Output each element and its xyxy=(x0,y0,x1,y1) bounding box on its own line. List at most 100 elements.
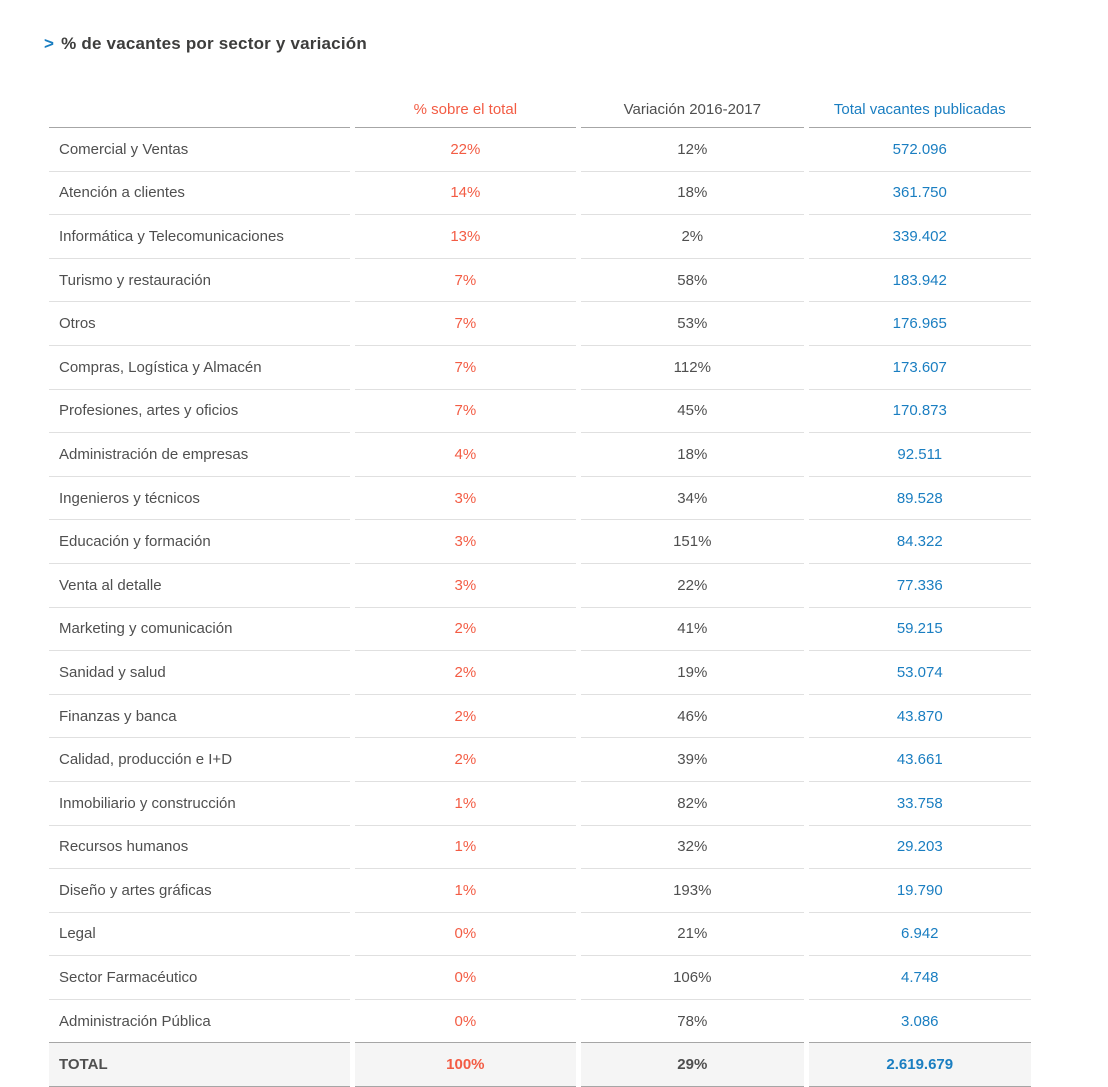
total-vacancies-sum: 2.619.679 xyxy=(808,1043,1031,1087)
total-vacancies-cell: 6.942 xyxy=(808,913,1031,957)
sector-name-cell: Informática y Telecomunicaciones xyxy=(49,215,350,259)
table-row: Otros 7% 53% 176.965 xyxy=(49,302,1031,346)
variation-cell: 45% xyxy=(581,390,804,434)
total-vacancies-cell: 572.096 xyxy=(808,128,1031,172)
total-vacancies-cell: 89.528 xyxy=(808,477,1031,521)
pct-of-total-cell: 4% xyxy=(354,433,577,477)
variation-cell: 106% xyxy=(581,956,804,1000)
sector-name-cell: Diseño y artes gráficas xyxy=(49,869,350,913)
sector-name-cell: Calidad, producción e I+D xyxy=(49,738,350,782)
table-row: Informática y Telecomunicaciones 13% 2% … xyxy=(49,215,1031,259)
total-vacancies-cell: 4.748 xyxy=(808,956,1031,1000)
section-title-text: % de vacantes por sector y variación xyxy=(61,34,367,53)
variation-cell: 21% xyxy=(581,913,804,957)
sector-name-cell: Comercial y Ventas xyxy=(49,128,350,172)
table-row: Calidad, producción e I+D 2% 39% 43.661 xyxy=(49,738,1031,782)
table-row: Atención a clientes 14% 18% 361.750 xyxy=(49,172,1031,216)
pct-of-total-cell: 2% xyxy=(354,651,577,695)
variation-cell: 41% xyxy=(581,608,804,652)
table-header: % sobre el total Variación 2016-2017 Tot… xyxy=(49,94,1031,128)
variation-cell: 82% xyxy=(581,782,804,826)
table-body: Comercial y Ventas 22% 12% 572.096 Atenc… xyxy=(49,128,1031,1044)
variation-cell: 18% xyxy=(581,433,804,477)
sector-name-cell: Profesiones, artes y oficios xyxy=(49,390,350,434)
total-vacancies-cell: 173.607 xyxy=(808,346,1031,390)
variation-cell: 32% xyxy=(581,826,804,870)
pct-of-total-cell: 3% xyxy=(354,520,577,564)
sector-name-cell: Administración de empresas xyxy=(49,433,350,477)
pct-of-total-cell: 0% xyxy=(354,913,577,957)
sector-name-cell: Sector Farmacéutico xyxy=(49,956,350,1000)
sector-name-cell: Educación y formación xyxy=(49,520,350,564)
pct-of-total-cell: 13% xyxy=(354,215,577,259)
table-row: Diseño y artes gráficas 1% 193% 19.790 xyxy=(49,869,1031,913)
pct-of-total-cell: 3% xyxy=(354,477,577,521)
section-title: > % de vacantes por sector y variación xyxy=(44,34,1108,54)
variation-cell: 53% xyxy=(581,302,804,346)
table-row: Turismo y restauración 7% 58% 183.942 xyxy=(49,259,1031,303)
total-vacancies-cell: 43.661 xyxy=(808,738,1031,782)
sector-name-cell: Administración Pública xyxy=(49,1000,350,1044)
total-vacancies-cell: 19.790 xyxy=(808,869,1031,913)
total-vacancies-cell: 339.402 xyxy=(808,215,1031,259)
sector-name-cell: Sanidad y salud xyxy=(49,651,350,695)
table-row: Inmobiliario y construcción 1% 82% 33.75… xyxy=(49,782,1031,826)
total-vacancies-cell: 29.203 xyxy=(808,826,1031,870)
sector-name-cell: Compras, Logística y Almacén xyxy=(49,346,350,390)
table-footer: TOTAL 100% 29% 2.619.679 xyxy=(49,1043,1031,1087)
sector-name-cell: Recursos humanos xyxy=(49,826,350,870)
header-sector xyxy=(49,94,350,128)
table-row: Comercial y Ventas 22% 12% 572.096 xyxy=(49,128,1031,172)
pct-of-total-cell: 14% xyxy=(354,172,577,216)
pct-of-total-cell: 7% xyxy=(354,302,577,346)
sector-name-cell: Inmobiliario y construcción xyxy=(49,782,350,826)
table-row: Sector Farmacéutico 0% 106% 4.748 xyxy=(49,956,1031,1000)
variation-cell: 39% xyxy=(581,738,804,782)
total-vacancies-cell: 43.870 xyxy=(808,695,1031,739)
pct-of-total-cell: 1% xyxy=(354,782,577,826)
header-variation: Variación 2016-2017 xyxy=(581,94,804,128)
total-row: TOTAL 100% 29% 2.619.679 xyxy=(49,1043,1031,1087)
variation-cell: 34% xyxy=(581,477,804,521)
total-vacancies-cell: 3.086 xyxy=(808,1000,1031,1044)
total-vacancies-cell: 59.215 xyxy=(808,608,1031,652)
total-variation: 29% xyxy=(581,1043,804,1087)
variation-cell: 193% xyxy=(581,869,804,913)
pct-of-total-cell: 22% xyxy=(354,128,577,172)
pct-of-total-cell: 0% xyxy=(354,956,577,1000)
variation-cell: 19% xyxy=(581,651,804,695)
total-vacancies-cell: 84.322 xyxy=(808,520,1031,564)
table-row: Compras, Logística y Almacén 7% 112% 173… xyxy=(49,346,1031,390)
pct-of-total-cell: 2% xyxy=(354,695,577,739)
pct-of-total-cell: 3% xyxy=(354,564,577,608)
table-row: Recursos humanos 1% 32% 29.203 xyxy=(49,826,1031,870)
total-vacancies-cell: 361.750 xyxy=(808,172,1031,216)
sector-name-cell: Ingenieros y técnicos xyxy=(49,477,350,521)
variation-cell: 151% xyxy=(581,520,804,564)
variation-cell: 78% xyxy=(581,1000,804,1044)
pct-of-total-cell: 2% xyxy=(354,608,577,652)
total-pct-of-total: 100% xyxy=(354,1043,577,1087)
total-vacancies-cell: 33.758 xyxy=(808,782,1031,826)
variation-cell: 112% xyxy=(581,346,804,390)
total-vacancies-cell: 183.942 xyxy=(808,259,1031,303)
sector-name-cell: Legal xyxy=(49,913,350,957)
total-label: TOTAL xyxy=(49,1043,350,1087)
chevron-right-icon: > xyxy=(44,34,55,53)
variation-cell: 46% xyxy=(581,695,804,739)
total-vacancies-cell: 53.074 xyxy=(808,651,1031,695)
sector-name-cell: Atención a clientes xyxy=(49,172,350,216)
total-vacancies-cell: 170.873 xyxy=(808,390,1031,434)
sector-name-cell: Finanzas y banca xyxy=(49,695,350,739)
table-row: Sanidad y salud 2% 19% 53.074 xyxy=(49,651,1031,695)
table-row: Administración de empresas 4% 18% 92.511 xyxy=(49,433,1031,477)
total-vacancies-cell: 176.965 xyxy=(808,302,1031,346)
table-row: Profesiones, artes y oficios 7% 45% 170.… xyxy=(49,390,1031,434)
pct-of-total-cell: 2% xyxy=(354,738,577,782)
vacancies-by-sector-table: % sobre el total Variación 2016-2017 Tot… xyxy=(44,94,1036,1087)
pct-of-total-cell: 7% xyxy=(354,390,577,434)
pct-of-total-cell: 7% xyxy=(354,259,577,303)
table-header-row: % sobre el total Variación 2016-2017 Tot… xyxy=(49,94,1031,128)
table-row: Finanzas y banca 2% 46% 43.870 xyxy=(49,695,1031,739)
